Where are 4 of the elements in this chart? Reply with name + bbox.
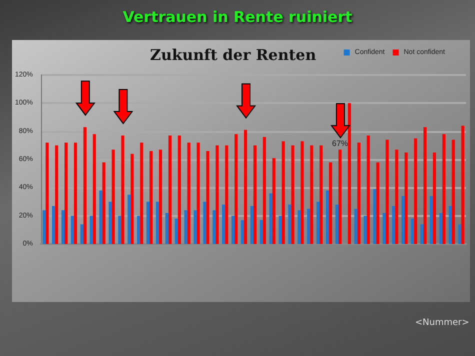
text: <Nummer>: [415, 318, 470, 328]
data-label: 67%: [332, 139, 348, 148]
chart-title: Vertrauen in Rente ruiniert: [122, 8, 354, 26]
chart-subtitle: Zukunft der Renten: [150, 46, 316, 64]
